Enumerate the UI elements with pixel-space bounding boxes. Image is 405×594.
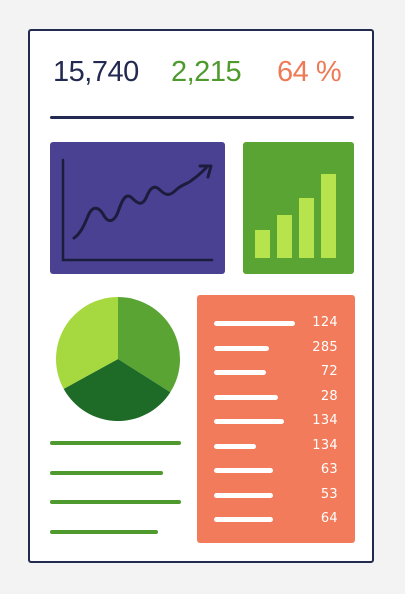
- stats-list-row: 64: [197, 509, 355, 529]
- stats-row-value: 134: [312, 437, 338, 453]
- stats-row-value: 285: [312, 339, 338, 355]
- line-chart-trend-line: [72, 166, 208, 240]
- stats-row-value: 134: [312, 413, 338, 428]
- stats-row-value: 72: [320, 364, 338, 379]
- line-chart-axes: [61, 158, 214, 262]
- stats-row-value: 28: [320, 388, 338, 404]
- bar-chart-panel: [243, 142, 354, 274]
- stats-list-row: 134: [197, 436, 355, 456]
- pie-slice: [56, 297, 118, 389]
- stats-row-bar: [214, 492, 273, 498]
- stats-list-row: 53: [197, 485, 355, 505]
- pie-slice: [118, 297, 180, 393]
- pie-chart: [56, 297, 180, 421]
- stats-row-bar: [214, 321, 296, 326]
- text-line-3: [50, 500, 181, 504]
- header-divider: [50, 116, 354, 119]
- text-line-2: [50, 471, 163, 475]
- stats-list-row: 124: [197, 313, 355, 333]
- line-chart-panel: [50, 142, 225, 274]
- stats-row-bar: [214, 517, 273, 522]
- kpi-percentage-value: 64 %: [277, 56, 342, 88]
- stats-row-bar: [214, 419, 284, 424]
- bar-chart-bar: [277, 215, 292, 258]
- text-line-1: [50, 441, 181, 445]
- stats-row-bar: [214, 394, 279, 400]
- stats-list-row: 285: [197, 338, 355, 358]
- pie-slice: [63, 359, 171, 421]
- bar-chart-bar: [321, 174, 336, 258]
- stats-list-row: 72: [197, 362, 355, 382]
- stats-row-value: 64: [320, 511, 338, 526]
- stats-list-row: 134: [197, 411, 355, 431]
- stats-row-bar: [214, 443, 256, 449]
- kpi-secondary-value: 2,215: [171, 56, 242, 88]
- stats-list-row: 28: [197, 387, 355, 407]
- kpi-total-value: 15,740: [53, 56, 139, 88]
- line-chart: [61, 158, 214, 262]
- stats-row-value: 63: [320, 462, 338, 477]
- stats-row-bar: [214, 345, 269, 351]
- stats-list-row: 63: [197, 460, 355, 480]
- stats-list-panel: 124 285 72 28 134 134 63 53 64: [197, 295, 355, 543]
- stats-row-value: 124: [312, 315, 338, 330]
- bar-chart: [255, 174, 336, 258]
- bar-chart-bar: [299, 198, 314, 258]
- stats-row-bar: [214, 370, 266, 375]
- bar-chart-bar: [255, 230, 270, 258]
- stats-row-bar: [214, 468, 273, 473]
- stats-row-value: 53: [320, 486, 338, 502]
- trend-arrow-icon: [198, 164, 213, 179]
- text-line-4: [50, 530, 158, 534]
